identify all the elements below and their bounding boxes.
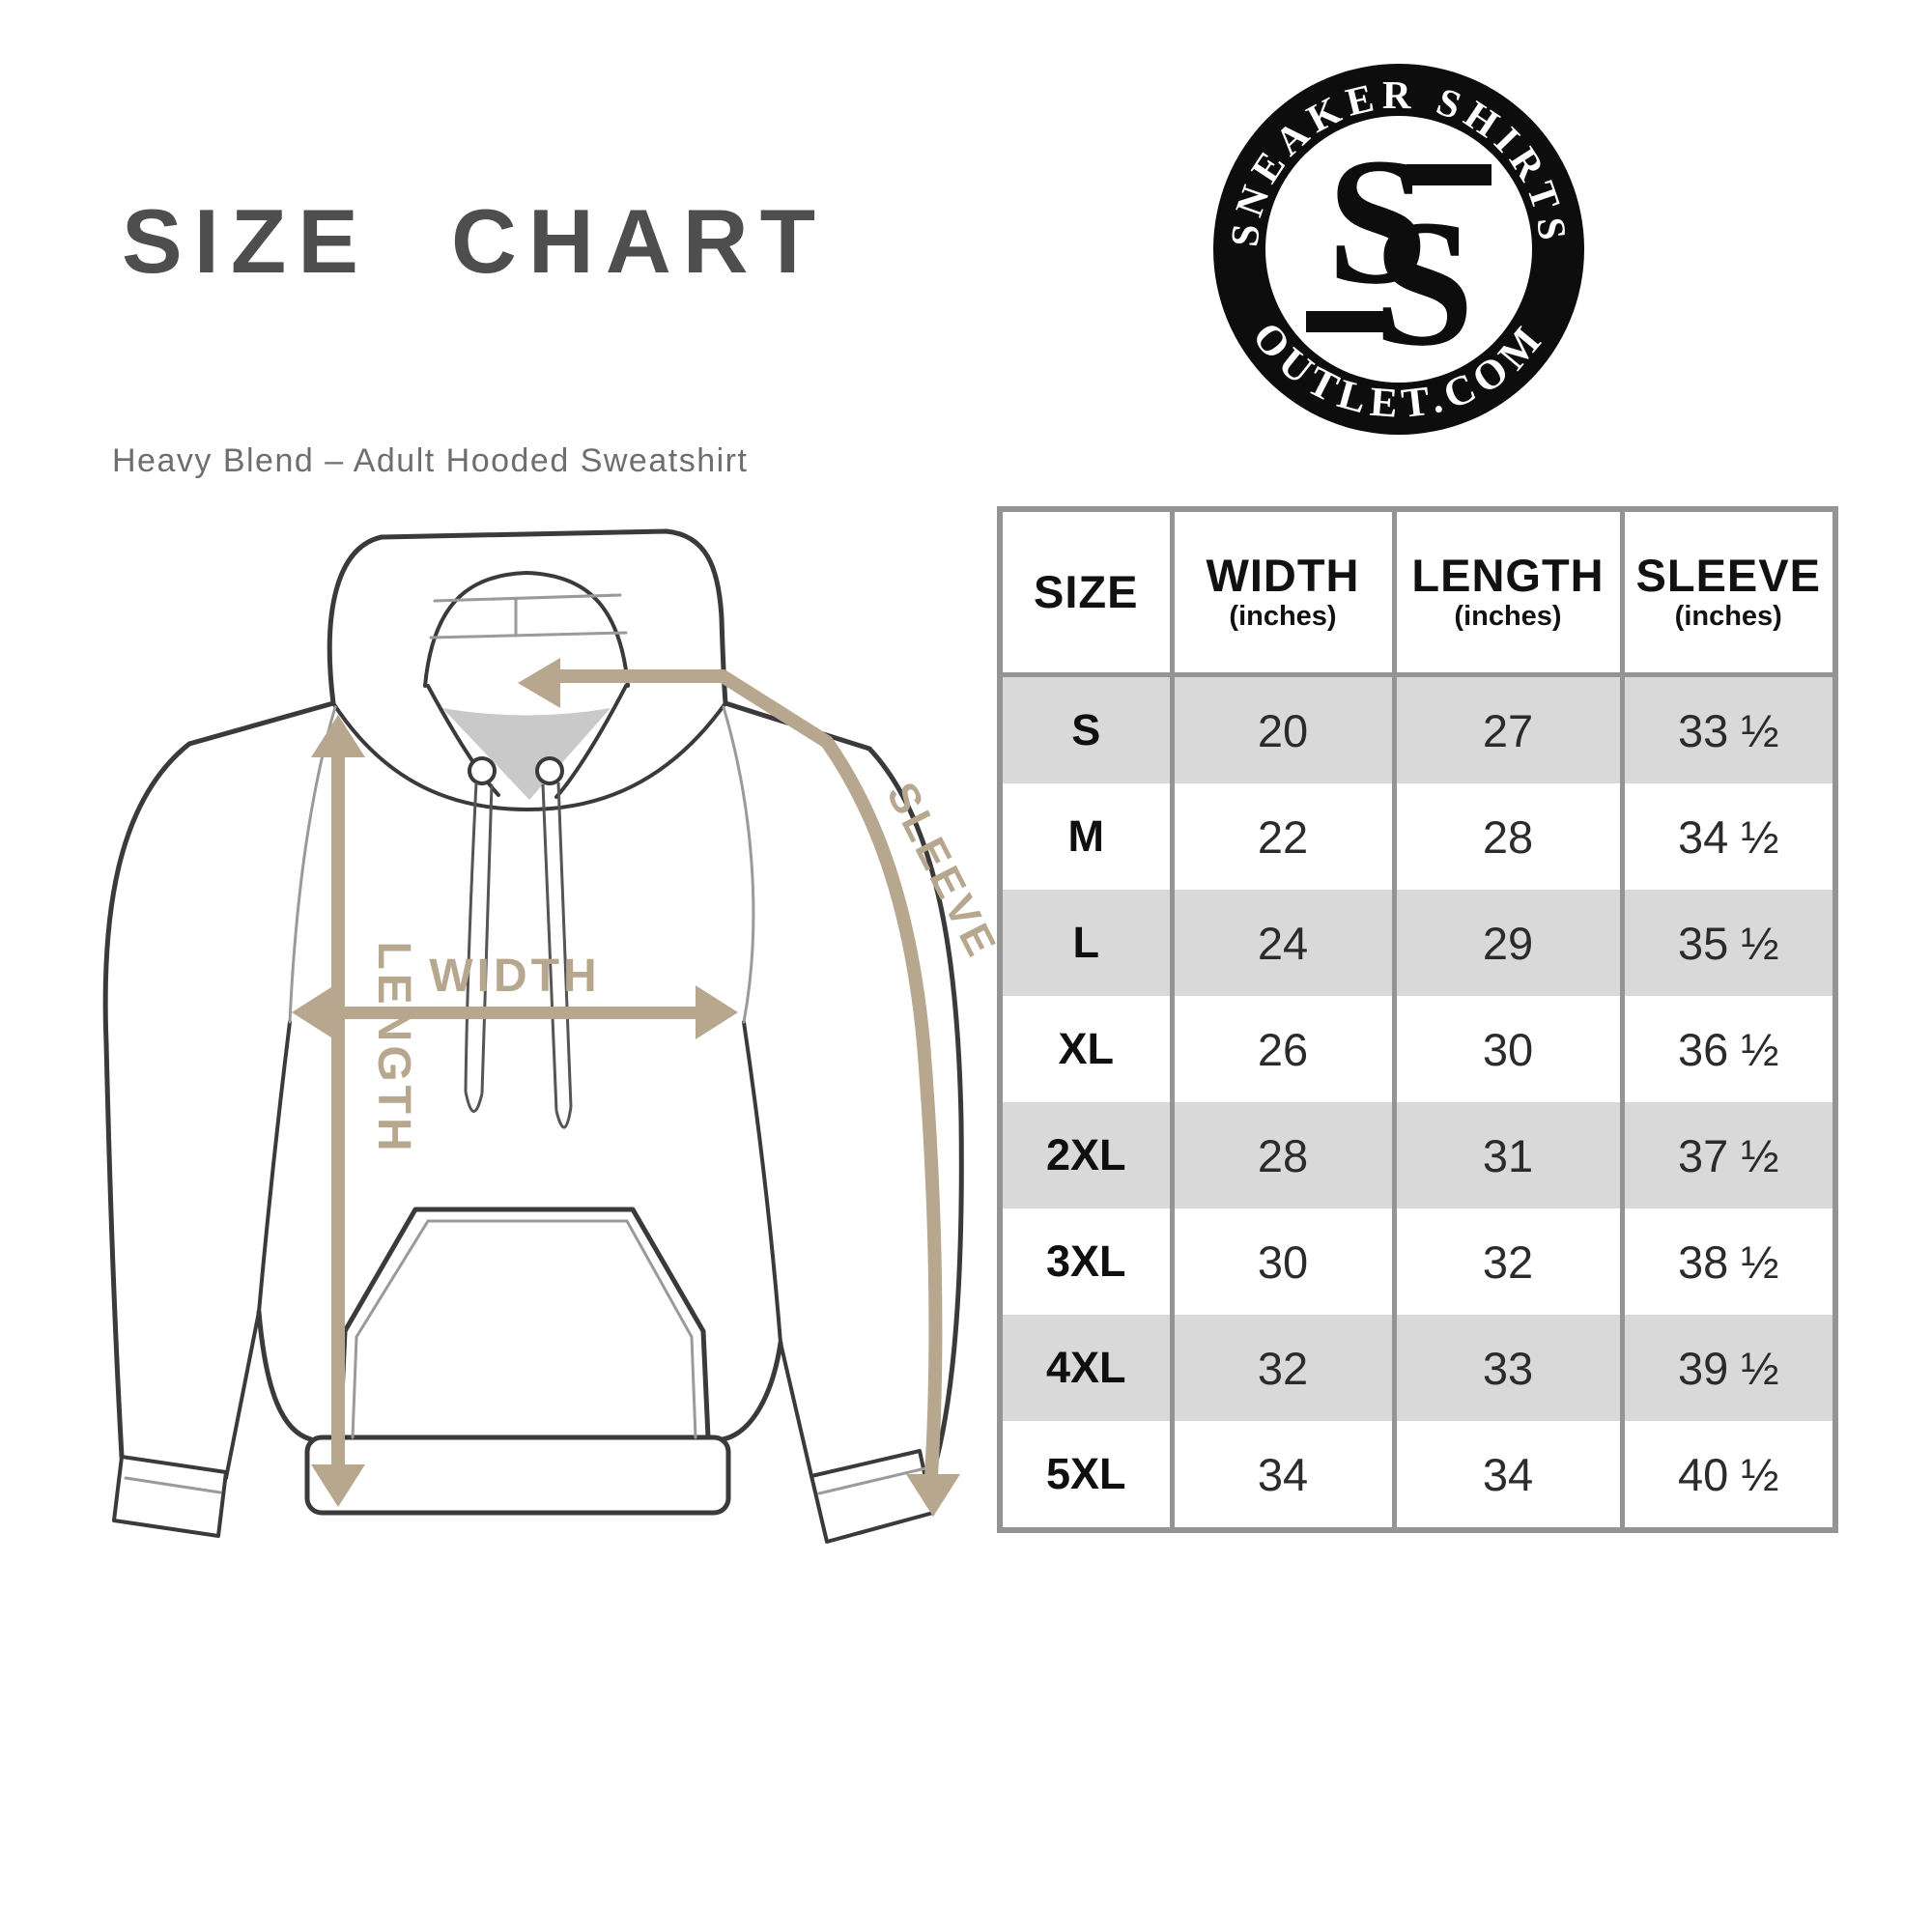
sleeve-cell: 35 ½ (1619, 890, 1838, 996)
column-label: WIDTH (1206, 549, 1360, 601)
column-header-length: LENGTH (inches) (1391, 509, 1625, 677)
width-cell: 30 (1169, 1208, 1397, 1315)
column-unit: (inches) (1229, 601, 1337, 633)
width-cell: 20 (1169, 674, 1397, 783)
sleeve-cell: 39 ½ (1619, 1315, 1838, 1421)
hoodie-diagram: WIDTH LENGTH SLEEVE (102, 528, 1007, 1544)
column-label: SLEEVE (1635, 549, 1821, 601)
length-cell: 31 (1391, 1102, 1625, 1208)
size-cell: 3XL (997, 1208, 1175, 1315)
size-cell: XL (997, 996, 1175, 1102)
sleeve-cell: 38 ½ (1619, 1208, 1838, 1315)
size-table-header: SIZE WIDTH (inches) LENGTH (inches) SLEEVE (in… (997, 509, 1838, 677)
size-table-body: S 20 27 33 ½ M 22 28 34 ½ L 24 29 35 ½ XL 26 30 36 ½ 2XL… (997, 674, 1838, 1530)
sleeve-cell: 34 ½ (1619, 783, 1838, 890)
svg-text:S: S (1327, 120, 1429, 322)
column-header-width: WIDTH (inches) (1169, 509, 1397, 677)
drawstrings (464, 756, 573, 1129)
length-cell: 33 (1391, 1315, 1625, 1421)
column-unit: (inches) (1674, 601, 1782, 633)
table-row-4xl: 4XL 32 33 39 ½ (997, 1315, 1838, 1421)
page-title: SIZE CHART (122, 190, 827, 292)
width-arrow (292, 985, 738, 1039)
size-table: SIZE WIDTH (inches) LENGTH (inches) SLEEVE (in… (997, 506, 1838, 1533)
size-cell: 5XL (997, 1421, 1175, 1530)
length-label: LENGTH (368, 941, 419, 1154)
table-row-3xl: 3XL 30 32 38 ½ (997, 1208, 1838, 1315)
column-header-size: SIZE (997, 509, 1175, 677)
column-label: LENGTH (1411, 549, 1605, 601)
brand-logo: SNEAKER SHIRTS OUTLET.COM S S (1213, 64, 1584, 435)
table-row-m: M 22 28 34 ½ (997, 783, 1838, 890)
sleeve-arrow (518, 658, 960, 1517)
width-cell: 34 (1169, 1421, 1397, 1530)
size-cell: L (997, 890, 1175, 996)
column-label: SIZE (1034, 566, 1139, 618)
width-cell: 26 (1169, 996, 1397, 1102)
width-label: WIDTH (429, 951, 600, 1002)
hoodie-seam-lines (124, 593, 927, 1495)
size-cell: S (997, 674, 1175, 783)
size-cell: 4XL (997, 1315, 1175, 1421)
length-cell: 28 (1391, 783, 1625, 890)
length-cell: 34 (1391, 1421, 1625, 1530)
sleeve-cell: 36 ½ (1619, 996, 1838, 1102)
width-cell: 24 (1169, 890, 1397, 996)
length-cell: 32 (1391, 1208, 1625, 1315)
sleeve-cell: 33 ½ (1619, 674, 1838, 783)
column-header-sleeve: SLEEVE (inches) (1619, 509, 1838, 677)
table-row-5xl: 5XL 34 34 40 ½ (997, 1421, 1838, 1530)
svg-text:S: S (1374, 182, 1475, 384)
logo-ss-monogram-icon: S S (1306, 120, 1492, 384)
length-cell: 29 (1391, 890, 1625, 996)
column-unit: (inches) (1454, 601, 1562, 633)
length-cell: 30 (1391, 996, 1625, 1102)
measure-arrows: WIDTH LENGTH SLEEVE (292, 658, 1007, 1517)
neck-triangle (442, 708, 611, 800)
width-cell: 28 (1169, 1102, 1397, 1208)
length-cell: 27 (1391, 674, 1625, 783)
length-arrow (311, 715, 365, 1507)
size-cell: 2XL (997, 1102, 1175, 1208)
width-cell: 32 (1169, 1315, 1397, 1421)
sleeve-cell: 37 ½ (1619, 1102, 1838, 1208)
table-row-xl: XL 26 30 36 ½ (997, 996, 1838, 1102)
page-subtitle: Heavy Blend – Adult Hooded Sweatshirt (112, 442, 749, 479)
size-cell: M (997, 783, 1175, 890)
table-row-l: L 24 29 35 ½ (997, 890, 1838, 996)
table-row-2xl: 2XL 28 31 37 ½ (997, 1102, 1838, 1208)
table-row-s: S 20 27 33 ½ (997, 674, 1838, 783)
sleeve-cell: 40 ½ (1619, 1421, 1838, 1530)
width-cell: 22 (1169, 783, 1397, 890)
